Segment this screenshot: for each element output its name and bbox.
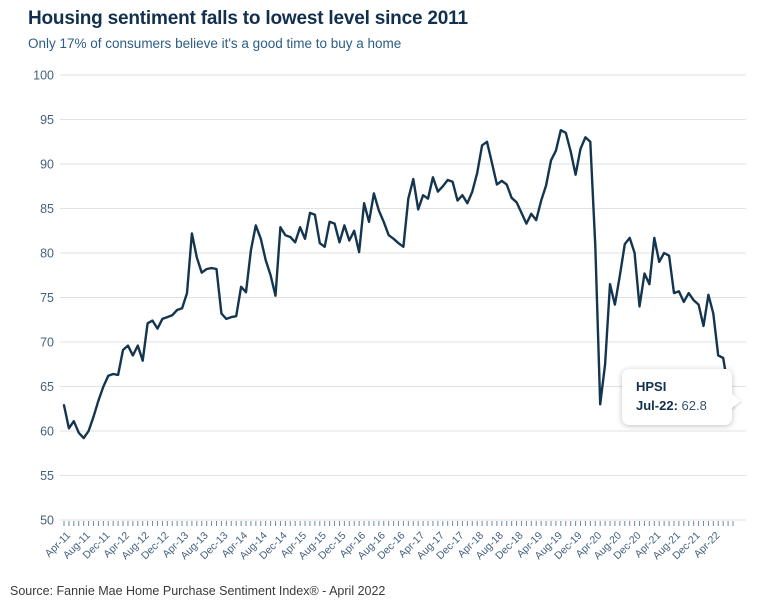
y-axis-label-75: 75 [40,291,54,305]
y-axis-label-95: 95 [40,113,54,127]
line-chart-canvas[interactable]: 50556065707580859095100Apr-11Aug-11Dec-1… [0,60,768,570]
y-axis-label-60: 60 [40,425,54,439]
chart-subtitle: Only 17% of consumers believe it's a goo… [28,36,402,51]
y-axis-label-90: 90 [40,158,54,172]
y-axis-label-80: 80 [40,247,54,261]
hpsi-line [62,128,735,440]
y-axis-label-70: 70 [40,336,54,350]
tooltip-value: 62.8 [681,398,707,413]
tooltip-series-name: HPSI [636,379,667,394]
y-axis-label-100: 100 [33,69,54,83]
page-title: Housing sentiment falls to lowest level … [28,8,468,29]
y-axis-label-55: 55 [40,469,54,483]
source-attribution: Source: Fannie Mae Home Purchase Sentime… [10,584,386,598]
y-axis-label-65: 65 [40,380,54,394]
tooltip-date-label: Jul-22: [636,398,678,413]
y-axis-label-85: 85 [40,202,54,216]
y-axis-label-50: 50 [40,514,54,528]
hpsi-tooltip: HPSI Jul-22: 62.8 [622,369,732,425]
